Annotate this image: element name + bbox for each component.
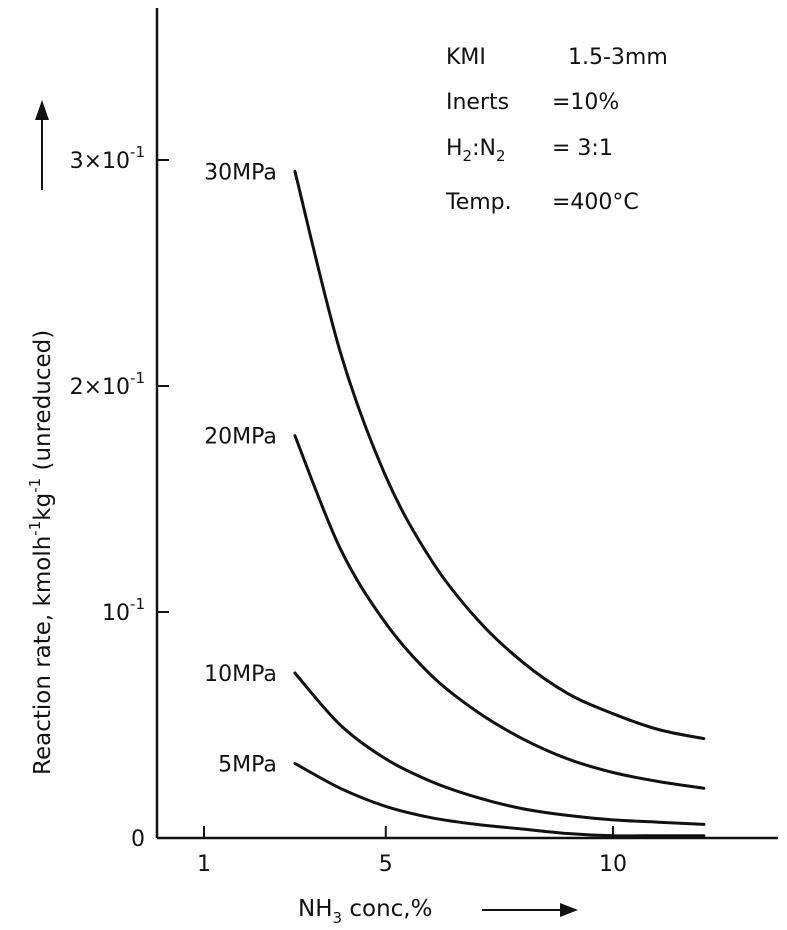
condition-value: = 3:1 [552, 136, 613, 161]
series-line-30mpa [293, 169, 706, 741]
x-axis-arrow-head [560, 903, 578, 917]
y-tick-label: 0 [131, 827, 145, 852]
series-label-20mpa: 20MPa [204, 425, 277, 450]
series-lines [293, 169, 706, 838]
x-axis-title: NH3 conc,% [298, 896, 432, 927]
condition-key: Inerts [446, 90, 509, 115]
x-tick-label: 10 [599, 852, 627, 877]
axes [155, 8, 778, 840]
axis-titles: NH3 conc,% Reaction rate, kmolh-1kg-1 (un… [26, 100, 578, 927]
condition-value: =400°C [552, 190, 639, 215]
series-line-20mpa [293, 434, 706, 790]
y-tick-label: 2×10-1 [70, 369, 145, 400]
condition-value: =10% [552, 90, 619, 115]
series-label-30mpa: 30MPa [204, 160, 277, 185]
y-axis-title: Reaction rate, kmolh-1kg-1 (unreduced) [26, 330, 56, 775]
y-tick-label: 10-1 [102, 595, 145, 626]
conditions-annotation: KMI 1.5-3mm Inerts =10% H2:N2 = 3:1 Temp. =400°… [445, 45, 668, 215]
condition-key: H2:N2 [446, 136, 506, 165]
y-tick-label: 3×10-1 [70, 143, 145, 174]
series-label-10mpa: 10MPa [204, 662, 277, 687]
condition-key: Temp. [445, 190, 512, 215]
series-labels: 30MPa 20MPa 10MPa 5MPa [204, 160, 277, 777]
condition-key: KMI [446, 45, 486, 70]
y-axis-arrow-head [35, 100, 49, 120]
x-tick-label: 5 [379, 852, 393, 877]
series-line-10mpa [293, 671, 706, 826]
series-label-5mpa: 5MPa [218, 752, 277, 777]
series-line-5mpa [293, 761, 706, 838]
ticks: 1 5 10 0 10-1 2×10-1 3×10-1 [70, 143, 627, 877]
y-axis-title-group: Reaction rate, kmolh-1kg-1 (unreduced) [26, 330, 56, 775]
condition-value: 1.5-3mm [568, 45, 668, 70]
x-tick-label: 1 [197, 852, 211, 877]
